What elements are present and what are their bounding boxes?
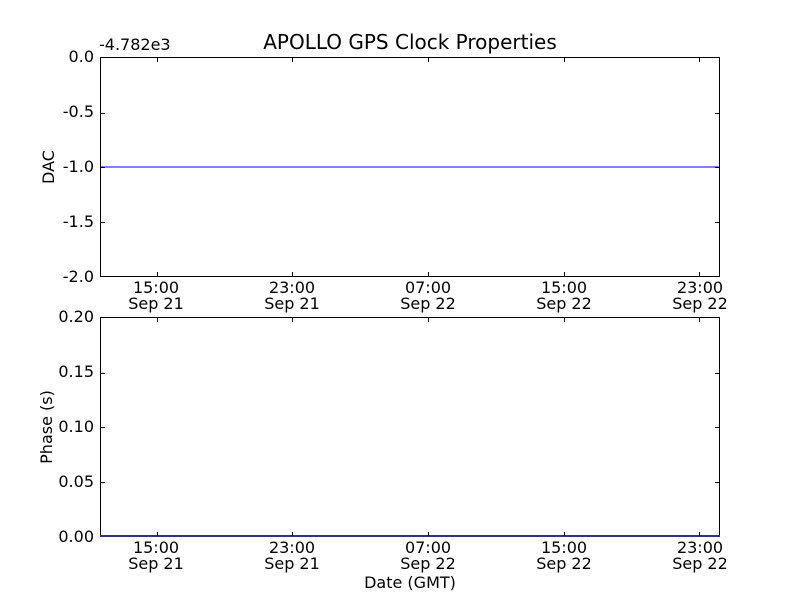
y-tick [101,372,105,374]
x-tick-date: Sep 21 [128,294,184,313]
x-tick [292,532,294,536]
x-tick [563,58,565,62]
x-tick-time: 07:00 [404,278,452,297]
x-tick-label: 07:00 Sep 22 [380,280,476,312]
x-tick-date: Sep 22 [536,294,592,313]
x-tick [699,532,701,536]
y-tick [715,481,719,483]
x-tick-time: 15:00 [132,278,180,297]
x-tick [563,272,565,276]
x-tick [427,532,429,536]
y-tick-label: 0.10 [58,417,94,436]
y-tick-label: -1.5 [62,212,94,231]
y-tick-label: 0.00 [58,527,94,546]
x-tick-date: Sep 22 [400,554,456,573]
y-tick-label: 0.20 [58,307,94,326]
y-tick [715,372,719,374]
phase-data-line [100,535,720,537]
x-tick-date: Sep 22 [672,554,728,573]
x-tick-label: 15:00 Sep 22 [516,540,612,572]
x-tick [292,318,294,322]
x-tick-label: 23:00 Sep 21 [244,280,340,312]
x-tick [292,272,294,276]
x-tick-date: Sep 22 [400,294,456,313]
x-tick-label: 23:00 Sep 22 [652,280,748,312]
x-tick [563,318,565,322]
x-tick-time: 23:00 [268,538,316,557]
x-tick-time: 15:00 [540,538,588,557]
dac-data-line [101,166,719,168]
y-tick-label: 0.05 [58,472,94,491]
x-tick-time: 23:00 [676,538,724,557]
date-axis-label: Date (GMT) [364,573,456,592]
chart-title: APOLLO GPS Clock Properties [263,30,557,54]
x-tick [427,272,429,276]
x-tick [156,58,158,62]
x-tick [699,58,701,62]
x-tick-label: 07:00 Sep 22 [380,540,476,572]
y-tick [101,167,105,168]
x-tick [563,532,565,536]
x-tick-time: 15:00 [540,278,588,297]
x-tick [156,272,158,276]
phase-axis-label: Phase (s) [37,390,56,464]
y-tick-label: 0.15 [58,362,94,381]
x-tick-label: 15:00 Sep 21 [108,280,204,312]
x-tick [292,58,294,62]
x-tick-date: Sep 21 [264,554,320,573]
y-tick [715,427,719,428]
x-tick [699,318,701,322]
x-tick-label: 23:00 Sep 22 [652,540,748,572]
x-tick-time: 23:00 [268,278,316,297]
y-axis-offset-text: -4.782e3 [99,35,171,54]
y-tick-label: -1.0 [62,157,94,176]
x-tick [156,532,158,536]
x-tick-date: Sep 22 [536,554,592,573]
x-tick-time: 23:00 [676,278,724,297]
y-tick-label: 0.0 [68,47,94,66]
y-tick-label: -2.0 [62,267,94,286]
x-tick [427,58,429,62]
y-tick [101,112,105,114]
x-tick-label: 15:00 Sep 22 [516,280,612,312]
x-tick [156,318,158,322]
dac-plot-area [100,57,720,277]
phase-plot-area [100,317,720,537]
x-tick-date: Sep 21 [264,294,320,313]
y-tick [715,167,719,168]
y-tick [101,481,105,483]
x-tick-date: Sep 21 [128,554,184,573]
y-tick-label: -0.5 [62,102,94,121]
x-tick-date: Sep 22 [672,294,728,313]
x-tick-time: 15:00 [132,538,180,557]
x-tick-time: 07:00 [404,538,452,557]
x-tick [699,272,701,276]
y-tick [715,112,719,114]
y-tick [101,221,105,223]
y-tick [101,427,105,428]
x-tick-label: 23:00 Sep 21 [244,540,340,572]
y-tick [715,221,719,223]
dac-axis-label: DAC [39,150,58,184]
x-tick-label: 15:00 Sep 21 [108,540,204,572]
x-tick [427,318,429,322]
